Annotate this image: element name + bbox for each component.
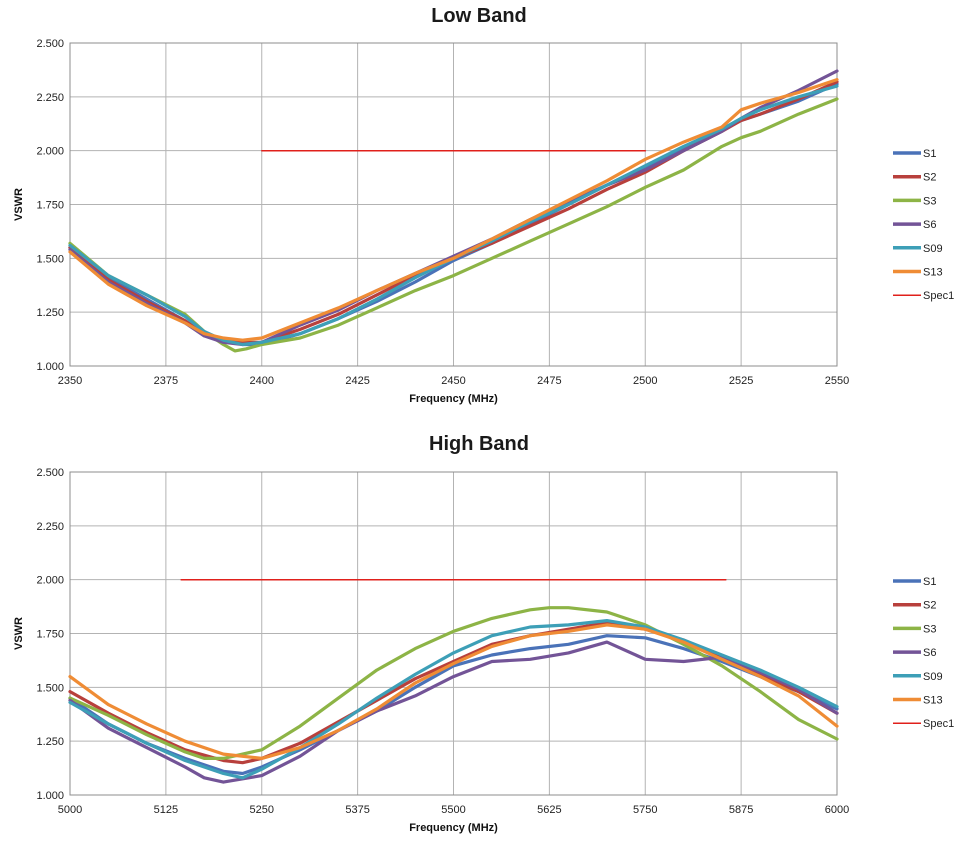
high-x-tick-label: 5500 xyxy=(441,804,465,816)
high-x-tick-label: 5250 xyxy=(250,804,274,816)
low-x-axis-label: Frequency (MHz) xyxy=(409,393,498,405)
high-legend-label-s6: S6 xyxy=(923,647,936,659)
high-series-s3 xyxy=(68,606,839,760)
high-y-tick-label: 1.750 xyxy=(36,629,64,641)
high-legend-label-s13: S13 xyxy=(923,695,943,707)
low-x-tick-label: 2500 xyxy=(633,375,657,387)
low-y-tick-label: 2.500 xyxy=(36,38,64,50)
low-y-tick-label: 2.250 xyxy=(36,92,64,104)
low-x-tick-label: 2400 xyxy=(250,375,274,387)
low-band-plot: 2350 2375 2400 2425 2450 2475 2500 2525 2550 1.00… xyxy=(13,38,954,405)
high-series-s13 xyxy=(68,623,839,760)
low-y-tick-label: 1.750 xyxy=(36,200,64,212)
high-x-tick-label: 5125 xyxy=(154,804,178,816)
high-legend-label-s09: S09 xyxy=(923,671,943,683)
low-y-tick-label: 2.000 xyxy=(36,146,64,158)
high-x-tick-label: 5375 xyxy=(345,804,369,816)
high-legend-label-s1: S1 xyxy=(923,576,936,588)
low-series-s13 xyxy=(68,77,839,342)
low-legend-label-s09: S09 xyxy=(923,243,943,255)
high-series-s6 xyxy=(68,640,839,784)
high-plot-border xyxy=(69,471,838,796)
low-series-s09 xyxy=(68,84,839,347)
low-legend-label-s2: S2 xyxy=(923,172,936,184)
high-x-tick-label: 5000 xyxy=(58,804,82,816)
high-band-plot: 5000 5125 5250 5375 5500 5625 5750 5875 6000 1.00… xyxy=(13,467,954,834)
low-band-chart: Low Band 2350 2375 2400 2425 2450 2475 2500 252… xyxy=(0,0,958,422)
high-legend-label-s2: S2 xyxy=(923,600,936,612)
high-y-axis-label: VSWR xyxy=(13,617,25,650)
high-x-tick-label: 5625 xyxy=(537,804,561,816)
low-x-tick-label: 2350 xyxy=(58,375,82,387)
high-y-tick-label: 1.500 xyxy=(36,682,64,694)
high-band-title: High Band xyxy=(429,433,529,455)
low-legend-label-s1: S1 xyxy=(923,148,936,160)
low-plot-border xyxy=(69,42,838,367)
high-legend-label-spec1: Spec1 xyxy=(923,718,954,730)
low-y-axis-label: VSWR xyxy=(13,188,25,221)
low-x-tick-label: 2550 xyxy=(825,375,849,387)
high-x-tick-label: 5875 xyxy=(729,804,753,816)
low-legend-label-s6: S6 xyxy=(923,219,936,231)
high-y-tick-label: 2.500 xyxy=(36,467,64,479)
low-x-tick-label: 2375 xyxy=(154,375,178,387)
high-x-tick-label: 5750 xyxy=(633,804,657,816)
low-legend-label-s3: S3 xyxy=(923,195,936,207)
high-band-chart: High Band 5000 5125 5250 5375 5500 5625 5750 58… xyxy=(0,428,958,850)
low-x-tick-label: 2425 xyxy=(345,375,369,387)
low-band-title: Low Band xyxy=(431,5,527,27)
high-y-tick-label: 1.250 xyxy=(36,736,64,748)
high-series-s09 xyxy=(68,619,839,780)
low-legend-label-s13: S13 xyxy=(923,267,943,279)
low-x-tick-label: 2475 xyxy=(537,375,561,387)
low-x-tick-label: 2525 xyxy=(729,375,753,387)
low-y-tick-label: 1.000 xyxy=(36,361,64,373)
low-y-tick-label: 1.500 xyxy=(36,253,64,265)
high-y-tick-label: 2.250 xyxy=(36,521,64,533)
high-x-axis-label: Frequency (MHz) xyxy=(409,822,498,834)
high-x-tick-label: 6000 xyxy=(825,804,849,816)
low-x-tick-label: 2450 xyxy=(441,375,465,387)
high-legend-label-s3: S3 xyxy=(923,623,936,635)
low-y-tick-label: 1.250 xyxy=(36,307,64,319)
high-y-tick-label: 2.000 xyxy=(36,575,64,587)
low-legend-label-spec1: Spec1 xyxy=(923,290,954,302)
high-y-tick-label: 1.000 xyxy=(36,790,64,802)
